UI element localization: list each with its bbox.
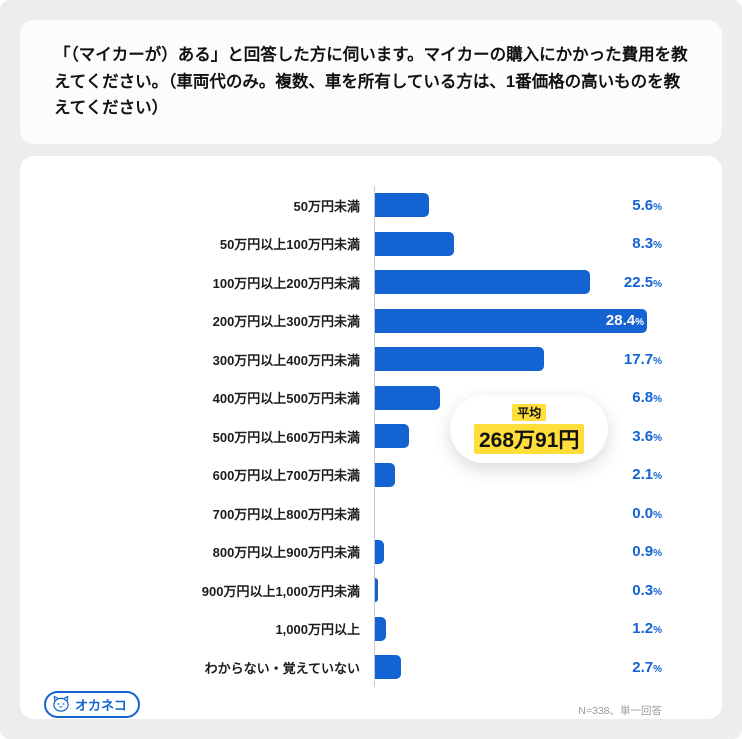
bar-track: 6.8%: [374, 378, 662, 418]
bar-track: 1.2%: [374, 609, 662, 649]
bar: [375, 655, 401, 680]
okaneko-logo: オカネコ: [44, 690, 140, 718]
chart-row: 50万円未満 5.6%: [44, 186, 662, 225]
sample-note: N=338、単一回答: [578, 704, 662, 717]
bar-track: 0.0%: [374, 494, 662, 533]
average-value: 268万91円: [474, 424, 585, 455]
chart-row: わからない・覚えていない 2.7%: [44, 648, 662, 687]
chart-row: 400万円以上500万円未満 6.8%: [44, 378, 662, 418]
bar-track: 0.3%: [374, 571, 662, 610]
chart-row: 300万円以上400万円未満 17.7%: [44, 340, 662, 379]
value-label: 2.1%: [632, 466, 662, 484]
value-label: 6.8%: [632, 389, 662, 407]
bar-track: 2.7%: [374, 648, 662, 687]
category-label: 500万円以上600万円未満: [212, 429, 360, 445]
value-label: 0.0%: [632, 504, 662, 522]
chart-card: 50万円未満 5.6% 50万円以上100万円未満 8.3% 100万円以上200万円未…: [20, 156, 722, 719]
bar: [375, 231, 455, 256]
value-label: 0.9%: [632, 543, 662, 561]
bar-track: 17.7%: [374, 340, 662, 379]
chart-row: 700万円以上800万円未満 0.0%: [44, 494, 662, 533]
category-label: 50万円以上100万円未満: [219, 237, 360, 253]
category-label: 600万円以上700万円未満: [212, 468, 360, 484]
logo-text: オカネコ: [75, 697, 127, 713]
bar: [375, 385, 441, 410]
value-label: 2.7%: [632, 658, 662, 676]
chart-row: 800万円以上900万円未満 0.9%: [44, 532, 662, 572]
category-label: 100万円以上200万円未満: [212, 275, 360, 291]
category-label: 800万円以上900万円未満: [212, 545, 360, 561]
value-label: 5.6%: [632, 196, 662, 214]
chart-row: 1,000万円以上 1.2%: [44, 609, 662, 649]
value-label: 8.3%: [632, 235, 662, 253]
average-badge: 平均 268万91円: [450, 395, 609, 464]
value-label: 1.2%: [632, 620, 662, 638]
value-label: 0.3%: [632, 581, 662, 599]
chart-footer: オカネコ N=338、単一回答: [44, 687, 662, 719]
value-label: 17.7%: [623, 350, 662, 368]
value-label: 28.4%: [605, 312, 644, 330]
question-text: 「（マイカーが）ある」と回答した方に伺います。マイカーの購入にかかった費用を教え…: [54, 46, 688, 118]
bar: [375, 616, 387, 641]
chart-row: 900万円以上1,000万円未満 0.3%: [44, 571, 662, 610]
bar: [375, 539, 384, 564]
average-label: 平均: [512, 404, 547, 422]
bar-track: 28.4%: [374, 301, 662, 341]
bar: [375, 193, 429, 218]
bar-track: 5.6%: [374, 186, 662, 225]
chart-row: 100万円以上200万円未満 22.5%: [44, 263, 662, 302]
question-card: 「（マイカーが）ある」と回答した方に伺います。マイカーの購入にかかった費用を教え…: [20, 20, 722, 145]
category-label: 200万円以上300万円未満: [212, 314, 360, 330]
category-label: 900万円以上1,000万円未満: [201, 583, 360, 599]
value-label: 22.5%: [623, 273, 662, 291]
chart-row: 600万円以上700万円未満 2.1%: [44, 455, 662, 495]
category-label: 1,000万円以上: [275, 622, 360, 638]
category-label: 300万円以上400万円未満: [212, 352, 360, 368]
bar: [375, 578, 378, 603]
bar-track: 22.5%: [374, 263, 662, 302]
bar: [375, 347, 545, 372]
bar: [375, 308, 647, 333]
chart-rows: 50万円未満 5.6% 50万円以上100万円未満 8.3% 100万円以上200万円未…: [44, 186, 662, 687]
bar-track: 8.3%: [374, 224, 662, 264]
category-label: わからない・覚えていない: [204, 660, 360, 676]
bar-track: 2.1%: [374, 455, 662, 495]
chart-row: 50万円以上100万円未満 8.3%: [44, 224, 662, 264]
bar: [375, 462, 396, 487]
category-label: 50万円未満: [293, 198, 360, 214]
chart-row: 500万円以上600万円未満 3.6%: [44, 417, 662, 456]
bar: [375, 424, 410, 449]
category-label: 400万円以上500万円未満: [212, 391, 360, 407]
bar-track: 3.6%: [374, 417, 662, 456]
bar: [375, 270, 591, 295]
value-label: 3.6%: [632, 427, 662, 445]
logo-mascot-icon: [53, 696, 69, 712]
category-label: 700万円以上800万円未満: [212, 506, 360, 522]
chart-row: 200万円以上300万円未満 28.4%: [44, 301, 662, 341]
bar-track: 0.9%: [374, 532, 662, 572]
